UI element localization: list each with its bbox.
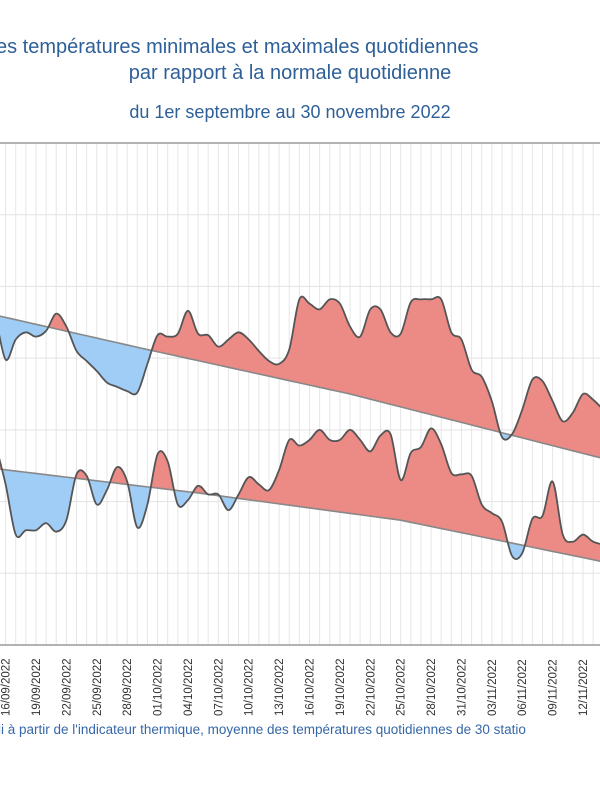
x-tick-label: 07/10/2022: [213, 658, 225, 716]
x-tick-label: 28/10/2022: [426, 658, 438, 716]
series-lines: [0, 295, 600, 562]
grid: [0, 143, 600, 645]
chart-title-line1: es températures minimales et maximales q…: [0, 36, 479, 58]
x-tick-label: 16/10/2022: [305, 658, 317, 716]
x-tick-label: 10/10/2022: [244, 658, 256, 716]
x-tick-label: 19/09/2022: [31, 658, 43, 716]
x-tick-label: 28/09/2022: [122, 658, 134, 716]
source-note: li à partir de l'indicateur thermique, m…: [0, 722, 526, 737]
above-normal-area: [0, 296, 600, 459]
x-tick-label: 19/10/2022: [335, 658, 347, 716]
x-tick-label: 22/10/2022: [365, 658, 377, 716]
series-line: [0, 295, 600, 441]
x-tick-label: 03/11/2022: [487, 659, 499, 716]
x-tick-label: 22/09/2022: [61, 658, 73, 716]
chart-title-line2: par rapport à la normale quotidienne: [128, 62, 452, 84]
x-axis-ticks: 16/09/2022 19/09/2022 22/09/2022 25/09/2022…: [1, 658, 590, 716]
chart-subtitle: du 1er septembre au 30 novembre 2022: [129, 102, 451, 122]
x-tick-label: 09/11/2022: [548, 659, 560, 716]
above-normal-area: [0, 428, 600, 562]
x-tick-label: 25/09/2022: [92, 658, 104, 716]
x-tick-label: 13/10/2022: [274, 658, 286, 716]
normal-line: [0, 468, 600, 562]
anomaly-areas: [0, 296, 600, 562]
x-tick-label: 01/10/2022: [153, 658, 165, 716]
x-tick-label: 25/10/2022: [396, 658, 408, 716]
x-tick-label: 31/10/2022: [456, 658, 468, 716]
normal-line: [0, 315, 600, 459]
x-tick-label: 06/11/2022: [517, 659, 529, 716]
x-tick-label: 12/11/2022: [578, 659, 590, 716]
x-tick-label: 16/09/2022: [1, 658, 13, 716]
x-tick-label: 04/10/2022: [183, 658, 195, 716]
series-line: [0, 427, 600, 561]
